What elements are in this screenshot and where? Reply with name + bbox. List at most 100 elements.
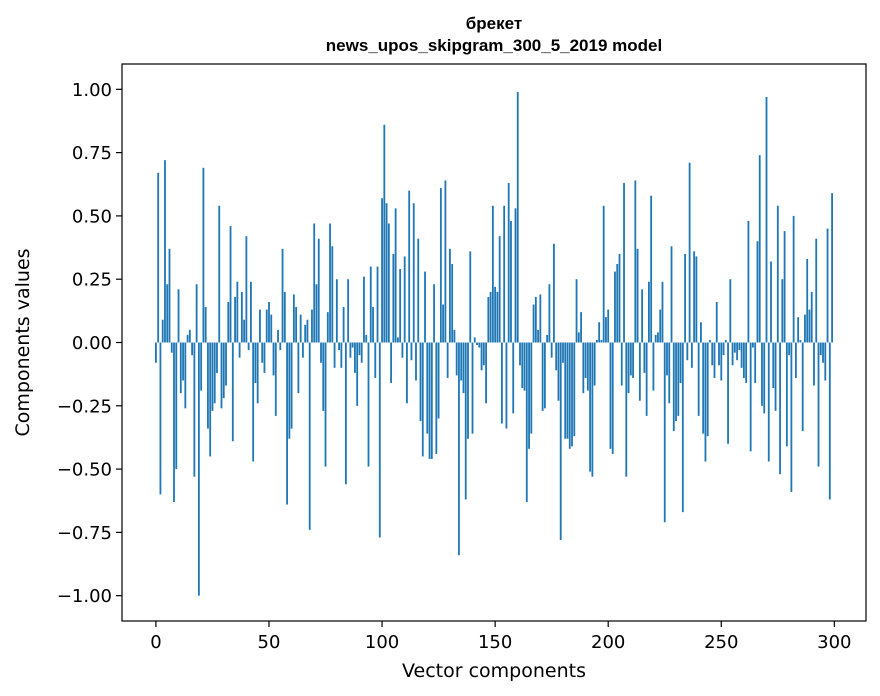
bar-214 xyxy=(638,342,641,401)
bar-188 xyxy=(580,312,582,343)
bar-93 xyxy=(365,334,368,343)
bar-146 xyxy=(485,342,487,404)
bar-162 xyxy=(521,342,524,389)
bar-94 xyxy=(367,342,370,467)
bar-79 xyxy=(333,342,336,368)
bar-182 xyxy=(566,342,569,439)
bar-147 xyxy=(487,296,490,343)
bar-204 xyxy=(616,264,619,343)
bar-299 xyxy=(831,193,833,343)
bar-258 xyxy=(738,342,741,351)
bar-183 xyxy=(568,342,571,449)
bar-171 xyxy=(541,342,544,411)
bar-272 xyxy=(770,261,772,343)
bar-120 xyxy=(426,342,429,434)
bar-108 xyxy=(399,269,402,343)
bar-281 xyxy=(790,342,793,492)
bar-165 xyxy=(528,342,530,449)
bar-186 xyxy=(575,279,578,343)
bar-4 xyxy=(164,160,166,343)
bar-291 xyxy=(813,342,815,386)
bar-133 xyxy=(455,342,458,376)
bar-256 xyxy=(733,342,736,353)
bar-265 xyxy=(754,342,757,384)
bar-168 xyxy=(534,296,537,343)
bar-174 xyxy=(548,284,551,343)
bar-49 xyxy=(265,309,268,343)
bar-167 xyxy=(532,304,535,343)
bar-249 xyxy=(718,342,720,366)
y-tick-label: −0.75 xyxy=(57,523,112,544)
bar-240 xyxy=(697,342,700,416)
bar-63 xyxy=(297,342,300,394)
bar-274 xyxy=(774,342,777,411)
y-tick-label: −0.50 xyxy=(57,460,112,481)
bar-284 xyxy=(797,317,800,343)
bar-39 xyxy=(243,319,246,343)
bar-127 xyxy=(442,304,445,343)
bar-136 xyxy=(462,342,465,394)
bar-84 xyxy=(344,342,347,485)
bar-109 xyxy=(401,342,404,358)
bar-206 xyxy=(620,342,623,386)
y-tick-label: 0.75 xyxy=(72,143,112,164)
bar-159 xyxy=(514,208,517,343)
bar-68 xyxy=(308,342,311,530)
bar-270 xyxy=(765,96,768,343)
bar-90 xyxy=(358,342,361,356)
bar-261 xyxy=(745,342,748,384)
bar-212 xyxy=(634,180,637,343)
bar-226 xyxy=(666,342,668,376)
bar-235 xyxy=(686,342,689,361)
bar-233 xyxy=(681,342,684,513)
bar-288 xyxy=(806,258,809,343)
bar-257 xyxy=(736,342,739,361)
bar-142 xyxy=(476,342,478,346)
bar-64 xyxy=(299,314,302,343)
bar-41 xyxy=(247,342,250,351)
bar-192 xyxy=(589,342,592,472)
bar-260 xyxy=(742,342,745,378)
bar-65 xyxy=(302,342,304,358)
bar-19 xyxy=(197,342,200,596)
bar-292 xyxy=(815,238,818,343)
bar-31 xyxy=(225,342,227,386)
bar-77 xyxy=(329,223,331,343)
bar-267 xyxy=(758,155,761,343)
bar-118 xyxy=(421,342,424,457)
bar-128 xyxy=(444,180,447,343)
bar-89 xyxy=(356,342,359,406)
bar-211 xyxy=(632,342,634,378)
bar-47 xyxy=(261,342,264,363)
bar-125 xyxy=(437,342,440,419)
bar-269 xyxy=(763,342,766,414)
bar-190 xyxy=(584,342,587,378)
bar-110 xyxy=(403,256,406,343)
bar-55 xyxy=(279,342,282,351)
bar-160 xyxy=(516,91,519,343)
bar-232 xyxy=(679,342,682,384)
bar-296 xyxy=(824,342,827,381)
bar-96 xyxy=(372,307,374,343)
bar-234 xyxy=(684,253,686,343)
bar-209 xyxy=(627,342,630,394)
bar-155 xyxy=(505,342,508,429)
bar-57 xyxy=(283,291,286,343)
bar-259 xyxy=(740,342,743,368)
bar-137 xyxy=(464,342,467,500)
bar-76 xyxy=(326,312,329,343)
bar-0 xyxy=(155,342,157,363)
x-tick-label: 0 xyxy=(150,632,161,653)
x-tick-label: 300 xyxy=(817,632,851,653)
bar-278 xyxy=(783,231,786,343)
bar-222 xyxy=(657,332,659,343)
bar-200 xyxy=(607,309,610,343)
bar-164 xyxy=(525,342,528,502)
bar-69 xyxy=(311,309,313,343)
bar-170 xyxy=(539,294,542,343)
bar-43 xyxy=(252,342,255,462)
bar-66 xyxy=(304,324,307,343)
y-tick-label: 0.00 xyxy=(72,333,112,354)
bar-81 xyxy=(338,342,340,351)
